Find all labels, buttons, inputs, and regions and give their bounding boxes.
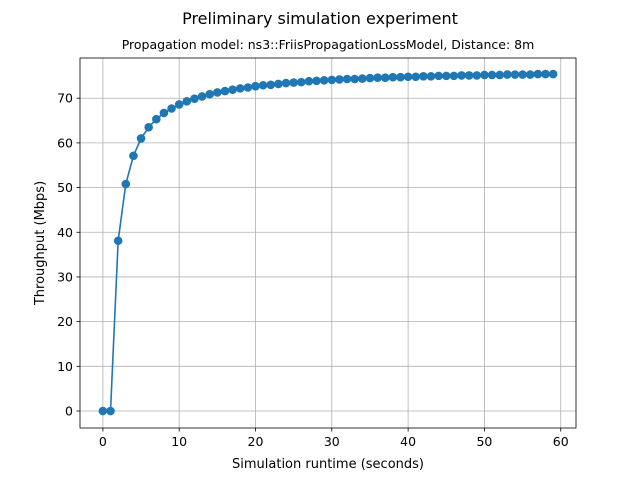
data-point [98,406,108,416]
data-point [396,72,405,82]
data-point [289,78,298,87]
y-tick-label: 10 [57,359,73,374]
data-point [441,71,451,81]
data-point [411,72,421,82]
data-point [365,73,375,83]
plot-area-frame [79,57,577,429]
data-point [403,72,413,82]
data-point [380,73,390,82]
data-point [480,70,489,80]
chart-title: Preliminary simulation experiment [182,9,458,28]
data-point [487,70,497,80]
data-point [464,71,474,80]
data-point [220,86,230,96]
chart-subtitle: Propagation model: ns3::FriisPropagation… [122,37,535,52]
data-point [472,71,482,80]
data-point [541,69,550,79]
data-point [251,81,260,91]
grid-lines [80,58,576,428]
y-tick-label: 40 [57,225,73,240]
data-point [510,70,520,79]
data-point [197,92,207,101]
x-tick-label: 50 [476,434,492,449]
data-point [525,70,535,79]
data-point [235,84,245,93]
data-point [548,69,558,79]
data-point [121,179,131,189]
axis-ticks: 0 10 20 30 40 50 60 0 10 20 30 40 50 60 70 [57,91,569,449]
data-point [342,74,352,84]
data-point [304,76,314,86]
data-point [434,71,443,81]
data-point [136,134,146,143]
data-point [106,406,115,416]
y-tick-label: 0 [65,404,73,419]
y-tick-label: 70 [57,91,73,106]
y-tick-label: 50 [57,180,73,195]
data-point [495,70,504,80]
data-point [129,151,138,161]
data-point [266,80,276,90]
data-point [533,69,543,79]
data-point [213,88,222,97]
data-point [243,83,253,92]
data-point [228,85,237,95]
x-tick-label: 20 [248,434,264,449]
data-point [205,89,215,99]
data-point [327,75,337,85]
data-point [503,70,512,79]
y-tick-label: 20 [57,314,73,329]
data-point [350,74,360,84]
data-point [335,75,344,84]
y-tick-label: 60 [57,135,73,150]
data-point [113,236,123,246]
data-point [152,114,161,124]
data-point [449,71,459,81]
series-line [102,73,554,412]
data-series [98,69,558,416]
data-point [319,76,329,85]
x-tick-label: 0 [99,434,107,449]
data-point [159,108,169,118]
data-point [258,80,268,90]
data-point [274,79,283,89]
data-point [144,122,153,132]
y-tick-label: 30 [57,269,73,284]
data-point [419,72,428,81]
data-point [457,71,466,80]
x-tick-label: 10 [171,434,187,449]
data-point [296,77,306,87]
x-tick-label: 30 [324,434,340,449]
data-point [174,100,184,109]
data-point [312,76,321,86]
data-point [167,104,176,113]
x-axis-label: Simulation runtime (seconds) [232,457,424,472]
data-point [190,94,199,103]
y-axis-label: Throughput (Mbps) [33,181,48,306]
data-point [373,73,382,82]
data-point [281,78,291,88]
data-point [182,97,192,106]
x-tick-label: 40 [400,434,416,449]
data-point [358,74,367,83]
data-point [426,72,436,81]
data-point [388,72,398,82]
data-point [518,70,527,79]
x-tick-label: 60 [553,434,569,449]
